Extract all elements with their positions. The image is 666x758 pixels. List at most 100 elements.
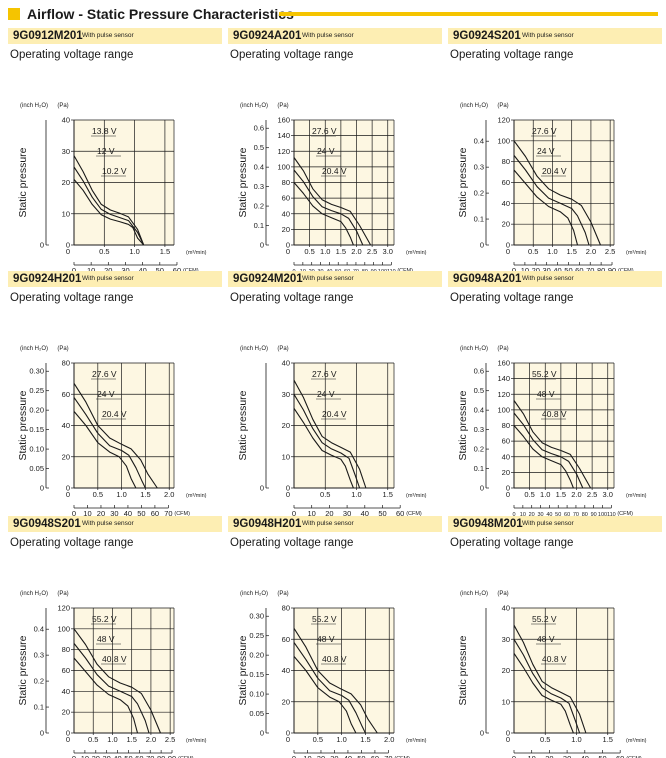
panel-header: 9G0924M201 With pulse sensor [228, 271, 442, 287]
cfm-tick-label: 10 [87, 266, 95, 275]
pulse-sensor-note: With pulse sensor [522, 520, 574, 527]
origin-label: 0 [506, 735, 510, 744]
cfm-tick-label: 30 [543, 266, 551, 275]
series-curve [293, 656, 357, 734]
series-curve [73, 155, 145, 246]
cfm-tick-label: 40 [138, 266, 146, 275]
series-curve [513, 624, 587, 734]
cfm-tick-label: 30 [330, 754, 338, 758]
y-axis-title: Static pressure [457, 147, 469, 217]
series-curve [513, 412, 584, 489]
voltage-label: 27.6 V [312, 126, 337, 136]
pa-tick-label: 160 [497, 359, 510, 368]
cfm-tick-label: 10 [303, 754, 311, 758]
pa-tick-label: 40 [282, 209, 290, 218]
fan-panel: 9G0948S201 With pulse sensor Operating vol… [8, 516, 222, 758]
pa-tick-label: 0 [286, 484, 290, 493]
origin-label: 0 [66, 247, 70, 256]
y-axis-title: Static pressure [457, 390, 469, 460]
m3-unit-label: (m³/min) [186, 493, 207, 499]
cfm-tick-label: 20 [325, 509, 333, 518]
pulse-sensor-note: With pulse sensor [82, 275, 134, 282]
pa-tick-label: 80 [502, 157, 510, 166]
voltage-label: 48 V [317, 634, 335, 644]
series-curve [513, 400, 592, 489]
cfm-tick-label: 80 [597, 266, 605, 275]
inch-tick-label: 0.15 [249, 670, 264, 679]
voltage-label: 55.2 V [312, 614, 337, 624]
cfm-unit-label: (CFM) [174, 511, 190, 517]
m3-unit-label: (m³/min) [186, 250, 207, 256]
pa-unit-label: (Pa) [497, 591, 508, 597]
m3-tick-label: 1.5 [383, 490, 393, 499]
m3-tick-label: 0.5 [93, 490, 103, 499]
pa-tick-label: 0 [66, 241, 70, 250]
m3-tick-label: 1.5 [556, 490, 566, 499]
panel-subtitle: Operating voltage range [450, 537, 574, 549]
pa-tick-label: 40 [62, 421, 70, 430]
inch-tick-label: 0 [480, 729, 484, 738]
pa-tick-label: 30 [502, 635, 510, 644]
panel-subtitle: Operating voltage range [10, 292, 134, 304]
cfm-tick-label: 10 [83, 509, 91, 518]
y-axis-title: Static pressure [237, 390, 249, 460]
pa-tick-label: 160 [277, 116, 290, 125]
pa-unit-label: (Pa) [57, 591, 68, 597]
m3-tick-label: 0.5 [540, 735, 550, 744]
cfm-tick-label: 70 [146, 754, 154, 758]
m3-unit-label: (m³/min) [406, 738, 427, 744]
panel-subtitle: Operating voltage range [450, 49, 574, 61]
cfm-tick-label: 60 [151, 509, 159, 518]
cfm-tick-label: 70 [384, 754, 392, 758]
panel-subtitle: Operating voltage range [230, 292, 354, 304]
voltage-label: 48 V [97, 634, 115, 644]
cfm-tick-label: 60 [396, 509, 404, 518]
series-curve [73, 179, 145, 246]
inch-tick-label: 0.15 [29, 425, 44, 434]
series-curve [73, 397, 146, 489]
model-number: 9G0948A201 [453, 273, 522, 285]
cfm-tick-label: 0 [72, 509, 76, 518]
voltage-label: 20.4 V [102, 409, 127, 419]
cfm-tick-label: 90 [591, 512, 597, 518]
inch-tick-label: 0.4 [254, 163, 264, 172]
series-curve [293, 157, 372, 246]
inch-tick-label: 0 [480, 484, 484, 493]
cfm-tick-label: 40 [113, 754, 121, 758]
inch-tick-label: 0.25 [29, 386, 44, 395]
cfm-tick-label: 0 [72, 754, 76, 758]
pa-tick-label: 30 [282, 390, 290, 399]
voltage-label: 40.8 V [542, 654, 567, 664]
voltage-label: 20.4 V [322, 166, 347, 176]
cfm-tick-label: 70 [164, 509, 172, 518]
cfm-tick-label: 50 [137, 509, 145, 518]
m3-tick-label: 1.0 [336, 735, 346, 744]
title-rule [279, 12, 658, 16]
cfm-tick-label: 90 [608, 266, 616, 275]
cfm-tick-label: 90 [168, 754, 176, 758]
cfm-tick-label: 110 [607, 512, 616, 518]
series-curve [293, 407, 354, 489]
origin-label: 0 [506, 490, 510, 499]
panel-subtitle: Operating voltage range [230, 537, 354, 549]
m3-tick-label: 1.5 [140, 490, 150, 499]
inch-unit-label: (inch H₂O) [460, 346, 488, 352]
pa-unit-label: (Pa) [57, 346, 68, 352]
inch-tick-label: 0 [40, 484, 44, 493]
inch-tick-label: 0 [480, 241, 484, 250]
cfm-tick-label: 10 [521, 266, 529, 275]
panel-subtitle: Operating voltage range [230, 49, 354, 61]
m3-tick-label: 1.0 [107, 735, 117, 744]
y-axis-title: Static pressure [17, 147, 29, 217]
voltage-label: 48 V [537, 389, 555, 399]
inch-tick-label: 0.6 [254, 124, 264, 133]
section-banner: Airflow - Static Pressure Characteristic… [8, 5, 658, 23]
cfm-tick-label: 0 [72, 266, 76, 275]
m3-unit-label: (m³/min) [406, 493, 427, 499]
pulse-sensor-note: With pulse sensor [82, 32, 134, 39]
pa-tick-label: 80 [282, 178, 290, 187]
inch-unit-label: (inch H₂O) [240, 346, 268, 352]
cfm-tick-label: 60 [575, 266, 583, 275]
inch-tick-label: 0 [260, 729, 264, 738]
m3-unit-label: (m³/min) [406, 250, 427, 256]
